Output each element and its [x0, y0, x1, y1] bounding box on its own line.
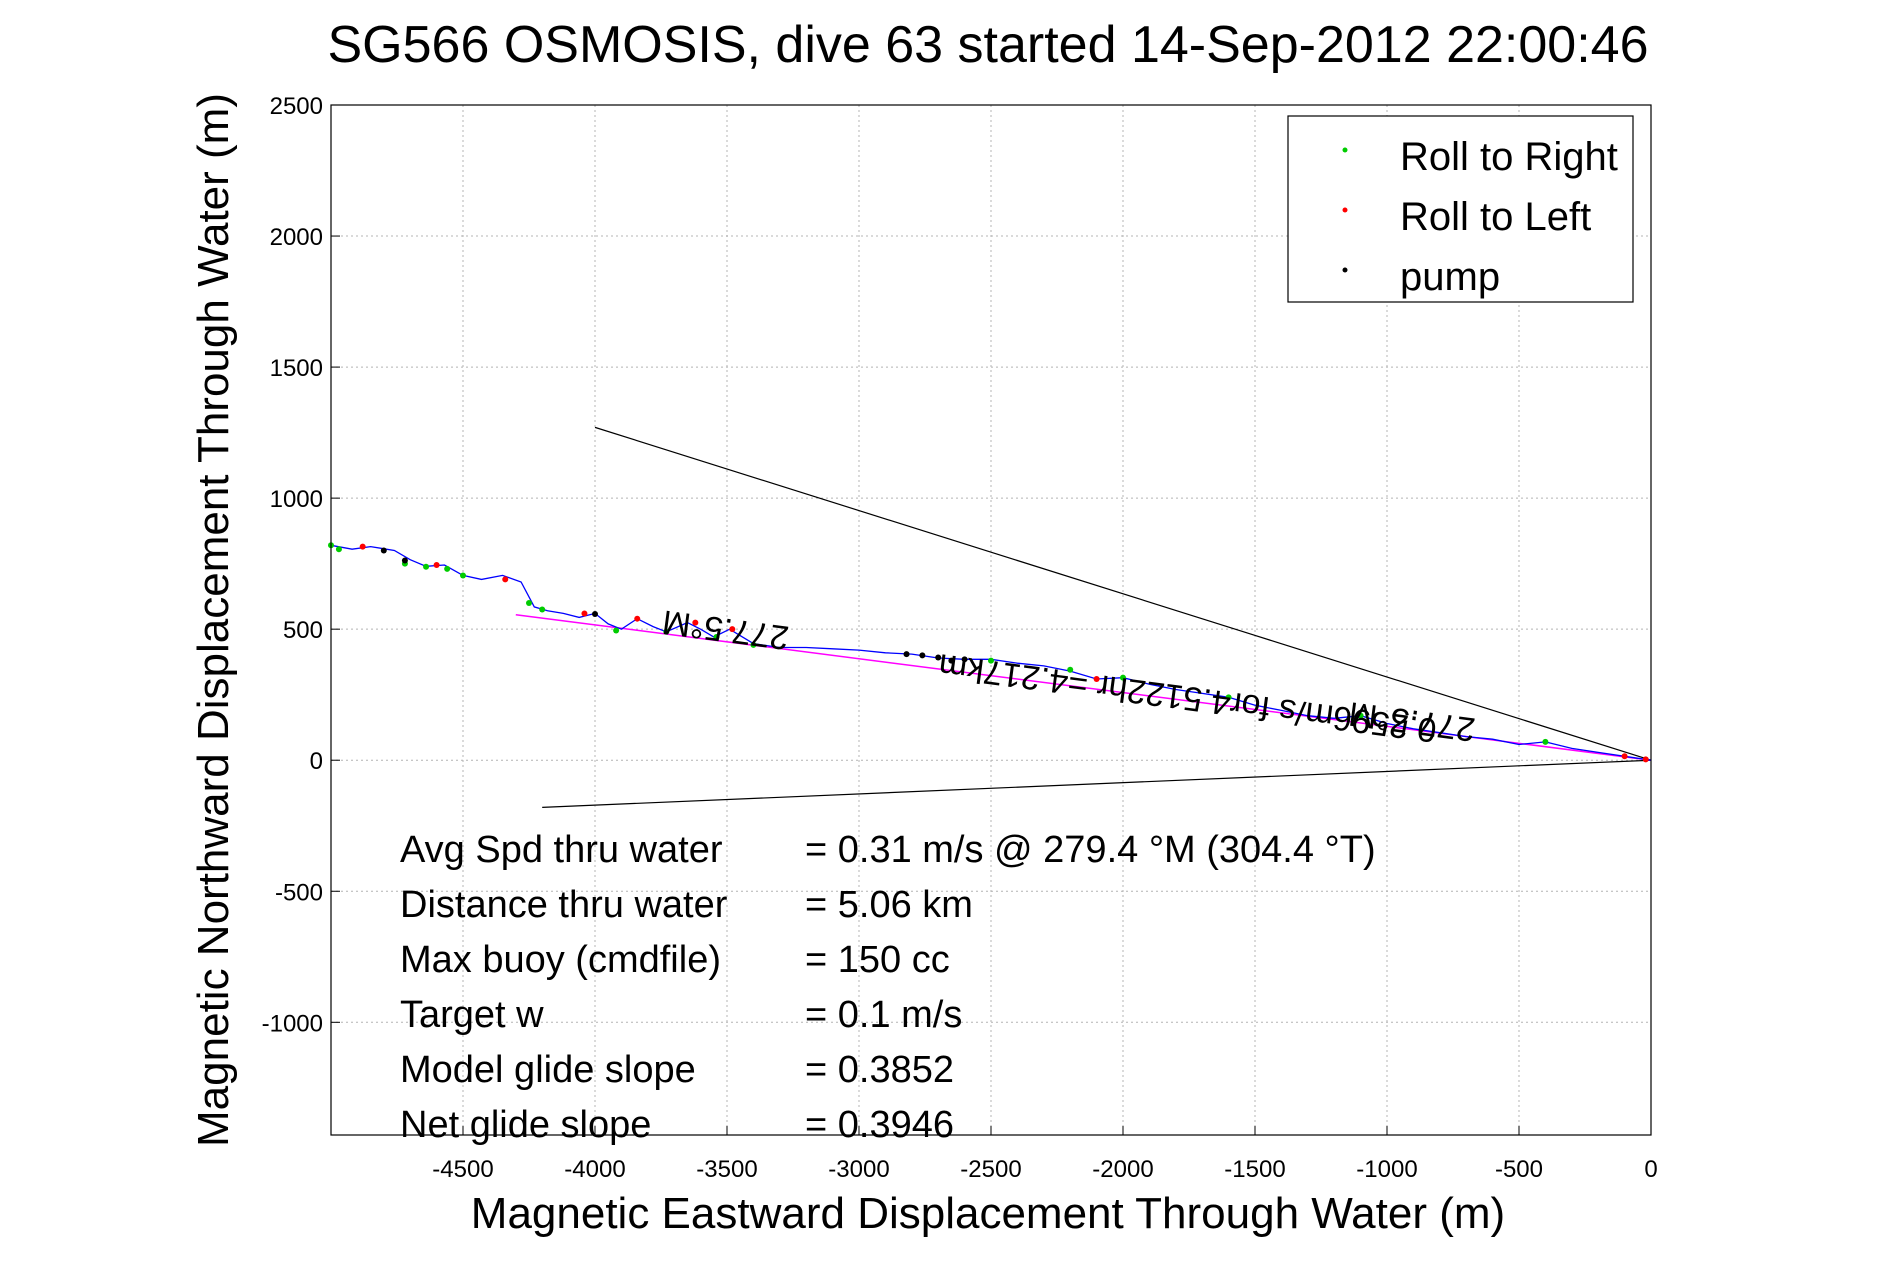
roll-left-point	[729, 626, 736, 633]
roll-right-point	[1225, 694, 1232, 701]
tick-labels: -4500 -4000 -3500 -3000 -2500 -2000 -1500 -1000…	[262, 93, 1658, 1183]
x-tick-label: -1500	[1224, 1156, 1285, 1183]
x-tick-label: -500	[1495, 1156, 1543, 1183]
legend-marker-roll-left	[1342, 207, 1348, 213]
y-tick-label: 1500	[270, 355, 323, 382]
x-tick-label: -1000	[1356, 1156, 1417, 1183]
stat-label-distance: Distance thru water	[400, 884, 728, 926]
y-tick-label: 1000	[270, 486, 323, 513]
legend: Roll to Right Roll to Left pump	[1287, 115, 1634, 303]
legend-label-roll-left: Roll to Left	[1400, 195, 1591, 239]
x-tick-label: -3000	[828, 1156, 889, 1183]
roll-right-point	[750, 641, 757, 648]
roll-right-point	[988, 657, 994, 664]
y-tick-label: -500	[275, 879, 323, 906]
pump-point	[903, 651, 910, 658]
roll-right-point	[460, 572, 466, 579]
y-axis-label: Magnetic Northward Displacement Through …	[189, 93, 238, 1147]
roll-right-point	[1120, 674, 1126, 681]
stat-label-target-w: Target w	[400, 994, 544, 1036]
x-tick-label: -4500	[432, 1156, 493, 1183]
x-axis-label: Magnetic Eastward Displacement Through W…	[471, 1189, 1505, 1238]
roll-right-point	[444, 565, 451, 572]
stat-value-distance: = 5.06 km	[805, 884, 973, 926]
roll-left-point	[359, 543, 366, 550]
roll-right-point	[539, 606, 546, 613]
cone-line	[594, 426, 1652, 761]
roll-right-point	[1357, 712, 1364, 719]
stat-label-avg-speed: Avg Spd thru water	[400, 829, 723, 871]
pump-point	[919, 652, 926, 659]
plot-frame	[330, 104, 1652, 1136]
stats-block: Avg Spd thru water = 0.31 m/s @ 279.4 °M…	[400, 829, 1376, 1146]
pump-point	[380, 547, 387, 554]
stat-label-max-buoy: Max buoy (cmdfile)	[400, 939, 721, 981]
stat-value-avg-speed: = 0.31 m/s @ 279.4 °M (304.4 °T)	[805, 829, 1376, 871]
roll-right-point	[1067, 666, 1074, 673]
roll-left-point	[1621, 753, 1628, 760]
roll-right-point	[526, 599, 532, 606]
stat-value-net-glide: = 0.3946	[805, 1104, 954, 1146]
pump-point	[401, 557, 408, 564]
roll-right-point	[423, 563, 430, 570]
x-tick-label: -2000	[1092, 1156, 1153, 1183]
y-tick-label: 2500	[270, 93, 323, 120]
roll-right-point	[713, 634, 720, 641]
legend-marker-roll-right	[1342, 147, 1348, 153]
roll-left-point	[634, 615, 641, 622]
track-line	[330, 544, 1652, 761]
cone-line	[542, 759, 1652, 808]
roll-left-point	[502, 576, 509, 583]
chart-title: SG566 OSMOSIS, dive 63 started 14-Sep-20…	[327, 16, 1648, 74]
x-tick-label: -2500	[960, 1156, 1021, 1183]
legend-label-pump: pump	[1400, 255, 1500, 299]
stat-label-model-glide: Model glide slope	[400, 1049, 696, 1091]
legend-marker-pump	[1342, 267, 1348, 273]
y-tick-label: -1000	[262, 1010, 323, 1037]
y-tick-label: 0	[310, 748, 323, 775]
pump-point	[948, 657, 955, 664]
stat-value-model-glide: = 0.3852	[805, 1049, 954, 1091]
roll-left-point	[1093, 675, 1100, 682]
x-tick-label: -4000	[564, 1156, 625, 1183]
pump-point	[935, 654, 942, 661]
y-tick-label: 2000	[270, 224, 323, 251]
pump-point	[961, 656, 968, 663]
data-layer	[328, 426, 1652, 808]
stat-label-net-glide: Net glide slope	[400, 1104, 651, 1146]
roll-right-point	[335, 546, 342, 553]
stat-value-target-w: = 0.1 m/s	[805, 994, 962, 1036]
roll-left-point	[433, 561, 440, 568]
roll-left-point	[692, 619, 699, 626]
x-tick-label: -3500	[696, 1156, 757, 1183]
roll-right-point	[613, 627, 620, 634]
y-tick-label: 500	[283, 617, 323, 644]
roll-right-point	[1542, 738, 1549, 745]
stat-value-max-buoy: = 150 cc	[805, 939, 950, 981]
roll-left-point	[1642, 756, 1649, 763]
x-tick-label: 0	[1644, 1156, 1657, 1183]
pump-point	[592, 610, 598, 617]
roll-right-point	[663, 628, 670, 635]
legend-label-roll-right: Roll to Right	[1400, 135, 1618, 179]
roll-left-point	[581, 610, 588, 617]
